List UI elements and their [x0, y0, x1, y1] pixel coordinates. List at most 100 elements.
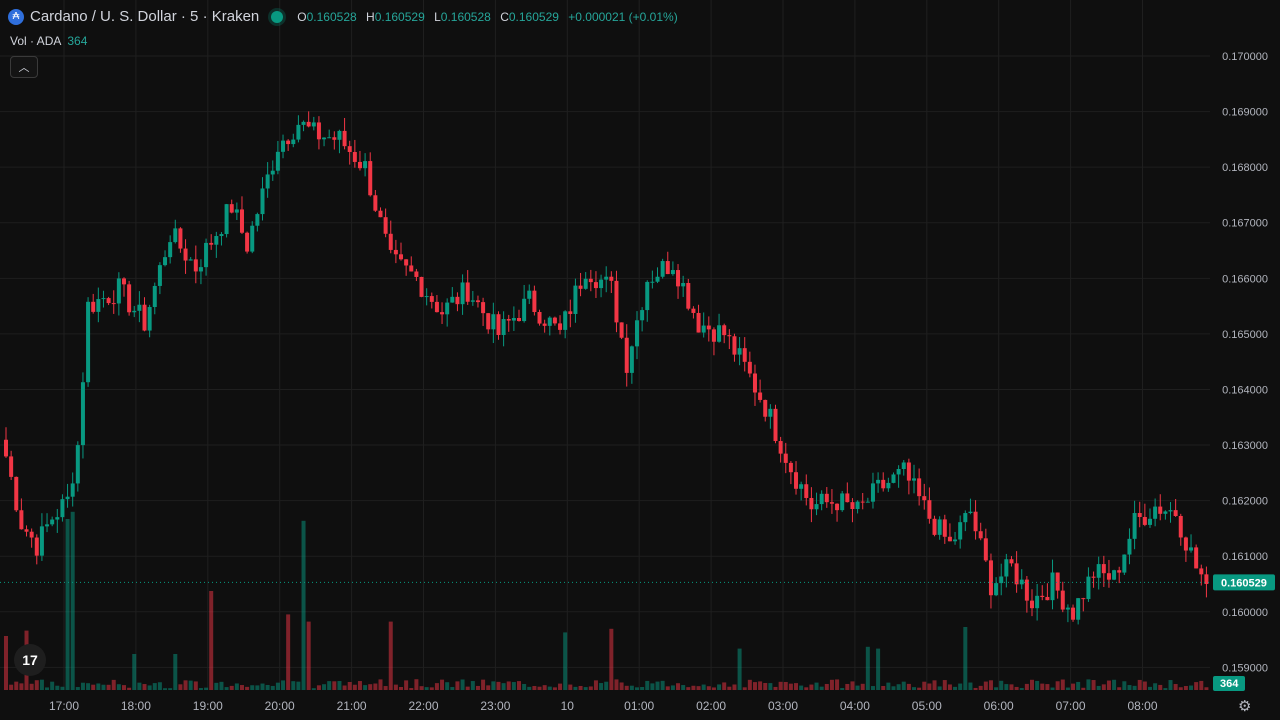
volume-bar [1065, 687, 1070, 690]
candle-body [9, 456, 14, 477]
market-status-dot[interactable] [271, 10, 284, 23]
candle-body [373, 195, 378, 211]
volume-bar [14, 681, 19, 690]
candle-body [19, 510, 24, 530]
candle-body [876, 479, 881, 484]
candle-body [717, 325, 722, 342]
volume-bar [994, 687, 999, 690]
volume-bar [522, 683, 527, 690]
time-axis[interactable]: 17:00 18:00 19:00 20:00 21:00 22:00 23:00 10 01:… [49, 699, 1158, 713]
volume-bar [650, 683, 655, 690]
volume-bar [747, 679, 752, 690]
candle-body [1189, 547, 1194, 551]
volume-bar [255, 685, 260, 690]
candle-body [383, 217, 388, 234]
volume-bar [414, 679, 419, 690]
candle-body [855, 501, 860, 510]
candle-body [306, 121, 311, 127]
candle-body [660, 261, 665, 277]
volume-bar [706, 686, 711, 690]
candle-body [393, 249, 398, 255]
candle-body [188, 259, 193, 261]
time-tick-label: 07:00 [1056, 699, 1086, 713]
volume-bar [819, 686, 824, 690]
volume-bar [383, 686, 388, 690]
volume-bar [983, 681, 988, 690]
candle-body [824, 493, 829, 503]
volume-bar [870, 686, 875, 690]
volume-bar [1153, 683, 1158, 690]
volume-bar [973, 687, 978, 690]
candle-body [506, 319, 511, 321]
volume-bar [29, 683, 34, 690]
candle-body [229, 204, 234, 213]
volume-bar [193, 681, 198, 690]
time-tick-label: 18:00 [121, 699, 151, 713]
candle-body [424, 296, 429, 298]
volume-bar [614, 679, 619, 690]
candle-body [265, 174, 270, 189]
volume-bar [1014, 686, 1019, 690]
candle-body [388, 233, 393, 250]
volume-bar [927, 683, 932, 690]
volume-bar [840, 688, 845, 690]
time-tick-label: 08:00 [1127, 699, 1157, 713]
candle-body [111, 303, 116, 305]
candle-body [414, 271, 419, 277]
symbol-title[interactable]: Cardano / U. S. Dollar · 5 · Kraken [30, 8, 260, 25]
volume-bar [732, 684, 737, 690]
candle-body [542, 323, 547, 326]
candle-body [455, 296, 460, 305]
candle-body [4, 439, 8, 457]
candle-body [819, 493, 824, 505]
tradingview-logo-icon[interactable]: 17 [14, 644, 46, 676]
volume-bar [573, 686, 578, 690]
volume-label[interactable]: Vol · ADA [10, 34, 62, 48]
volume-bar [845, 683, 850, 690]
candle-body [1122, 554, 1127, 573]
volume-bar [1173, 684, 1178, 690]
volume-bar [876, 648, 881, 690]
candle-body [147, 307, 152, 331]
price-axis[interactable]: 0.170000 0.169000 0.168000 0.167000 0.166000… [1222, 51, 1268, 674]
volume-bar [850, 681, 855, 690]
volume-bar [558, 683, 563, 690]
candle-body [752, 373, 757, 393]
gear-icon[interactable]: ⚙ [1238, 698, 1252, 715]
candle-body [650, 281, 655, 283]
price-tick-label: 0.162000 [1222, 496, 1268, 508]
collapse-legend-button[interactable]: ︿ [10, 56, 38, 78]
price-tick-label: 0.170000 [1222, 51, 1268, 63]
volume-bar [968, 682, 973, 690]
volume-bar [629, 685, 634, 690]
candle-body [906, 462, 911, 481]
time-tick-label: 02:00 [696, 699, 726, 713]
candle-body [850, 502, 855, 510]
candle-body [460, 282, 465, 305]
volume-bar [696, 686, 701, 690]
volume-bar [527, 686, 532, 690]
candle-body [142, 304, 147, 331]
candle-body [860, 501, 865, 503]
candle-body [927, 500, 932, 519]
volume-bar [1199, 680, 1204, 690]
time-tick-label: 20:00 [265, 699, 295, 713]
candle-body [788, 462, 793, 473]
volume-bar [1137, 679, 1142, 690]
volume-bar [475, 685, 480, 690]
volume-bar [1106, 680, 1111, 690]
volume-bar [106, 684, 111, 690]
candle-body [91, 301, 96, 312]
candle-body [219, 234, 224, 237]
candle-body [532, 290, 537, 313]
candle-body [624, 337, 629, 373]
time-tick-label: 22:00 [408, 699, 438, 713]
candle-body [1112, 570, 1117, 580]
candle-body [845, 493, 850, 503]
price-tick-label: 0.169000 [1222, 107, 1268, 119]
volume-bar [588, 686, 593, 690]
volume-bar [947, 684, 952, 690]
candle-body [896, 468, 901, 475]
volume-bar [891, 686, 896, 690]
